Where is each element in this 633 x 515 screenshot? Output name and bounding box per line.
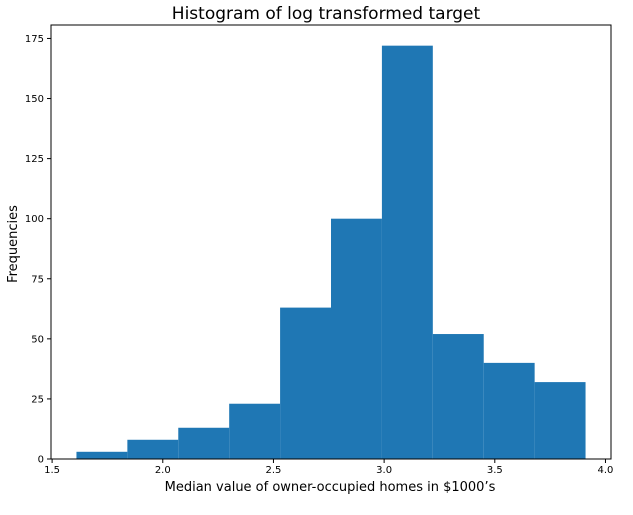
x-axis-label: Median value of owner-occupied homes in …	[165, 480, 496, 495]
histogram-bar	[76, 451, 128, 459]
plot-frame	[50, 24, 612, 460]
histogram-bar	[127, 439, 179, 459]
x-tick-label: 3.0	[376, 465, 392, 476]
y-tick-label: 100	[25, 214, 44, 225]
histogram-bar	[432, 334, 484, 459]
histogram-bar	[331, 218, 382, 459]
y-tick-label: 25	[31, 394, 44, 405]
histogram-bar	[534, 382, 586, 459]
x-tick-label: 2.5	[265, 465, 281, 476]
x-axis-ticks: 1.5 2.0 2.5 3.0 3.5 4.0	[44, 459, 613, 476]
y-tick-label: 175	[25, 34, 44, 45]
x-tick-label: 1.5	[44, 465, 60, 476]
y-axis-label: Frequencies	[6, 205, 21, 283]
y-tick-label: 75	[31, 274, 44, 285]
y-axis-ticks: 0 25 50 75 100 125 150 175	[25, 34, 51, 466]
y-tick-label: 50	[31, 334, 44, 345]
y-tick-label: 0	[38, 455, 44, 466]
histogram-bar	[381, 45, 433, 460]
histogram-bar	[229, 403, 281, 459]
chart-title: Histogram of log transformed target	[172, 4, 481, 24]
histogram-bar	[280, 307, 331, 459]
y-tick-label: 150	[25, 94, 44, 105]
x-tick-label: 3.5	[487, 465, 503, 476]
bars-group	[76, 45, 586, 460]
histogram-bar	[483, 362, 535, 459]
y-tick-label: 125	[25, 154, 44, 165]
x-tick-label: 4.0	[598, 465, 614, 476]
x-tick-label: 2.0	[155, 465, 171, 476]
histogram-bar	[178, 427, 230, 459]
